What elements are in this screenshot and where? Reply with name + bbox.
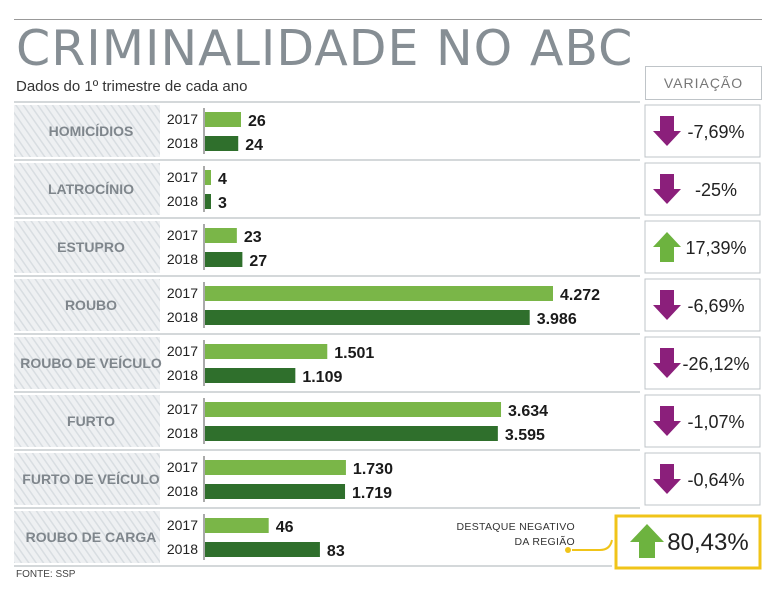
variation-label-furto-de-veiculo: -0,64% [687,470,744,490]
label-band-roubo-de-carga [14,511,160,563]
year-label-2018: 2018 [167,135,198,151]
variation-label-roubo-de-carga: 80,43% [667,529,748,556]
category-label-furto-de-veiculo: FURTO DE VEÍCULO [22,471,160,487]
value-label-2018-roubo-de-veiculo: 1.109 [302,369,342,386]
bar-2018-homicidios [205,136,239,151]
year-label-2017: 2017 [167,343,198,359]
value-label-2017-estupro: 23 [244,229,262,246]
year-label-2018: 2018 [167,425,198,441]
bar-2017-estupro [205,228,237,243]
year-label-2017: 2017 [167,111,198,127]
highlight-note-line1: DESTAQUE NEGATIVO [456,521,575,533]
value-label-2017-roubo: 4.272 [560,287,600,304]
bar-2018-roubo-de-veiculo [205,368,296,383]
bar-2017-homicidios [205,112,241,127]
value-label-2018-roubo-de-carga: 83 [327,543,345,560]
year-label-2017: 2017 [167,459,198,475]
bar-2018-roubo-de-carga [205,542,320,557]
value-label-2018-estupro: 27 [249,253,267,270]
value-label-2017-furto-de-veiculo: 1.730 [353,461,393,478]
bar-2017-furto [205,402,502,417]
arrow-down-icon [653,348,681,378]
variation-label-latrocinio: -25% [695,180,737,200]
year-label-2017: 2017 [167,227,198,243]
bar-2018-furto [205,426,498,441]
chart-subtitle: Dados do 1º trimestre de cada ano [16,78,248,95]
arrow-up-icon [630,524,664,558]
variation-label-estupro: 17,39% [685,238,746,258]
year-label-2018: 2018 [167,367,198,383]
category-label-latrocinio: LATROCÍNIO [48,181,134,197]
value-label-2018-latrocinio: 3 [218,195,227,212]
variation-label-homicidios: -7,69% [687,122,744,142]
chart-title: CRIMINALIDADE NO ABC [16,20,634,77]
label-band-latrocinio [14,163,160,215]
year-label-2017: 2017 [167,285,198,301]
bar-2017-roubo [205,286,553,301]
value-label-2018-roubo: 3.986 [537,311,577,328]
variation-header: VARIAÇÃO [645,66,762,100]
arrow-up-icon [653,232,681,262]
bar-2017-furto-de-veiculo [205,460,346,475]
label-band-homicidios [14,105,160,157]
value-label-2018-furto-de-veiculo: 1.719 [352,485,392,502]
category-label-roubo: ROUBO [65,297,117,313]
variation-label-furto: -1,07% [687,412,744,432]
label-band-furto-de-veiculo [14,453,160,505]
value-label-2017-latrocinio: 4 [218,171,227,188]
note-connector-dot [565,547,571,553]
highlight-note: DESTAQUE NEGATIVO DA REGIÃO [455,520,575,550]
bar-2017-roubo-de-veiculo [205,344,328,359]
variation-label-roubo: -6,69% [687,296,744,316]
value-label-2018-homicidios: 24 [245,137,263,154]
top-rule [14,19,762,20]
label-band-roubo-de-veiculo [14,337,160,389]
arrow-down-icon [653,174,681,204]
year-label-2017: 2017 [167,169,198,185]
highlight-note-line2: DA REGIÃO [514,536,575,548]
arrow-down-icon [653,464,681,494]
bar-2018-furto-de-veiculo [205,484,346,499]
category-label-furto: FURTO [67,413,115,429]
bar-2018-estupro [205,252,243,267]
label-band-furto [14,395,160,447]
variation-label-roubo-de-veiculo: -26,12% [682,354,749,374]
value-label-2017-furto: 3.634 [508,403,548,420]
category-label-roubo-de-veiculo: ROUBO DE VEÍCULO [20,355,162,371]
bar-2017-latrocinio [205,170,211,185]
bar-2017-roubo-de-carga [205,518,269,533]
arrow-down-icon [653,290,681,320]
year-label-2018: 2018 [167,541,198,557]
bar-2018-latrocinio [205,194,211,209]
source-note: FONTE: SSP [16,569,76,580]
bar-2018-roubo [205,310,530,325]
year-label-2018: 2018 [167,309,198,325]
arrow-down-icon [653,406,681,436]
category-label-homicidios: HOMICÍDIOS [49,123,134,139]
note-connector [572,539,613,551]
value-label-2018-furto: 3.595 [505,427,545,444]
year-label-2017: 2017 [167,401,198,417]
label-band-roubo [14,279,160,331]
category-label-estupro: ESTUPRO [57,239,125,255]
value-label-2017-roubo-de-veiculo: 1.501 [334,345,374,362]
value-label-2017-roubo-de-carga: 46 [276,519,294,536]
category-label-roubo-de-carga: ROUBO DE CARGA [26,529,157,545]
year-label-2017: 2017 [167,517,198,533]
year-label-2018: 2018 [167,193,198,209]
arrow-down-icon [653,116,681,146]
year-label-2018: 2018 [167,251,198,267]
label-band-estupro [14,221,160,273]
value-label-2017-homicidios: 26 [248,113,266,130]
year-label-2018: 2018 [167,483,198,499]
